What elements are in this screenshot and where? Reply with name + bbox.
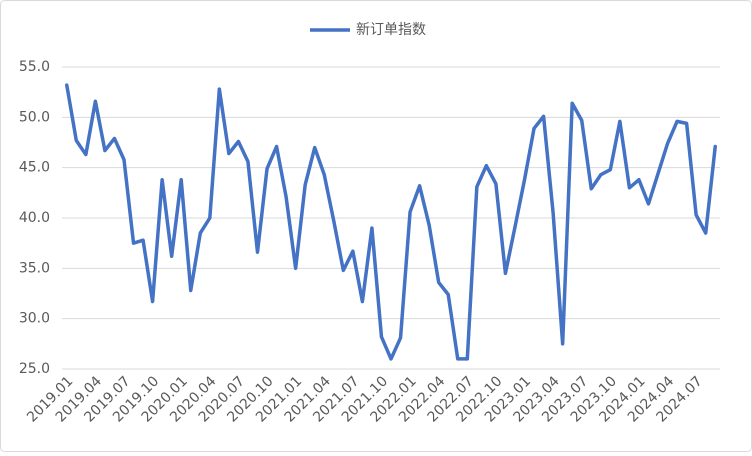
y-tick-label: 25.0 — [19, 361, 50, 377]
legend-label: 新订单指数 — [356, 22, 426, 38]
y-tick-label: 40.0 — [19, 210, 50, 226]
y-tick-label: 35.0 — [19, 260, 50, 276]
y-tick-label: 50.0 — [19, 109, 50, 125]
y-tick-label: 30.0 — [19, 311, 50, 327]
y-tick-label: 45.0 — [19, 160, 50, 176]
line — [65, 83, 717, 361]
y-tick-label: 55.0 — [19, 59, 50, 75]
